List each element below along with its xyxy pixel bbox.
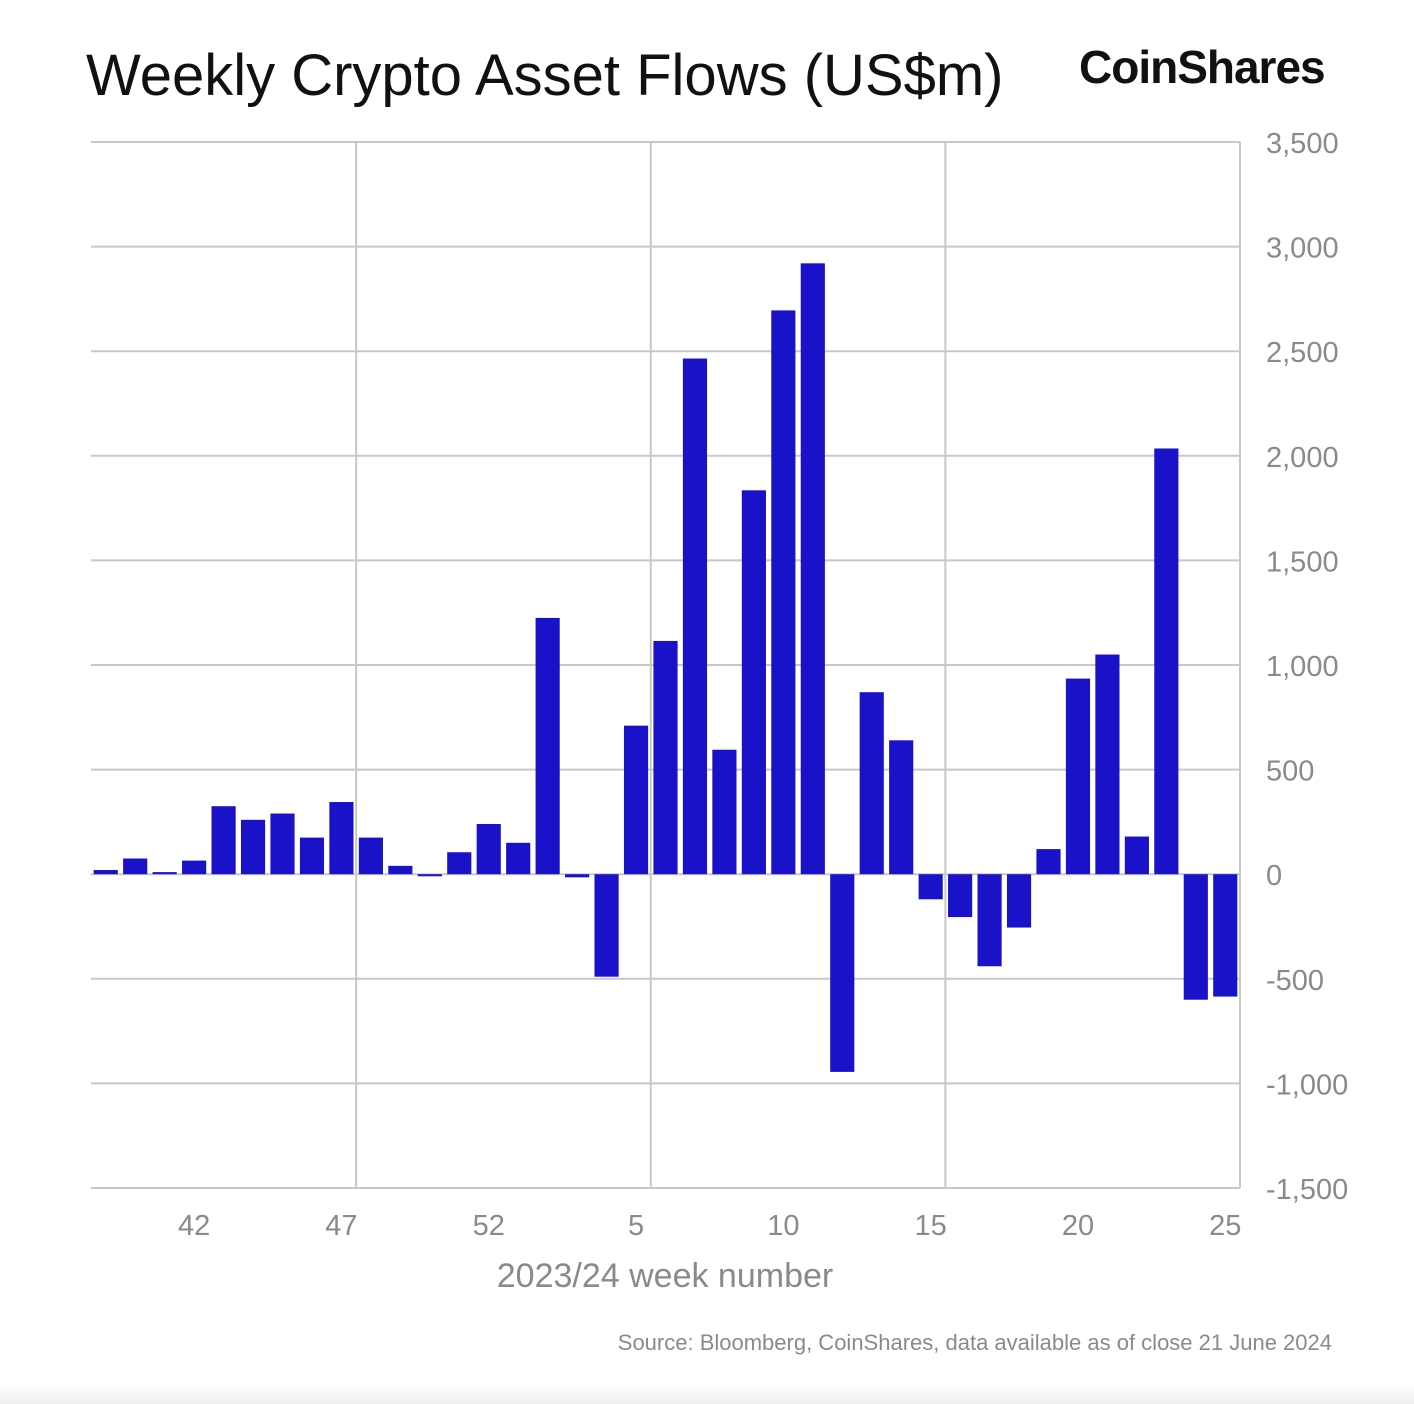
bar-week-21 — [1095, 654, 1120, 875]
x-tick-label: 25 — [1209, 1210, 1241, 1242]
bar-week-14 — [889, 740, 914, 875]
chart-title: Weekly Crypto Asset Flows (US$m) — [86, 43, 1004, 108]
bar-week-3 — [565, 874, 590, 878]
y-tick-label: 1,500 — [1266, 546, 1339, 578]
bar-week-25 — [1213, 874, 1238, 997]
y-tick-label: 2,000 — [1266, 442, 1339, 474]
bar-week-10 — [771, 310, 796, 875]
y-tick-label: -1,500 — [1266, 1174, 1348, 1206]
bar-week-4 — [594, 874, 619, 977]
x-tick-label: 15 — [915, 1210, 947, 1242]
bar-week-7 — [682, 358, 708, 875]
bar-week-39 — [93, 870, 118, 875]
bar-week-22 — [1124, 836, 1149, 875]
bar-week-2 — [535, 617, 560, 875]
x-tick-label: 52 — [473, 1210, 505, 1242]
tick-labels: 3,500 3,000 2,500 2,000 1,500 1,000 500 0 -500 -1… — [178, 128, 1348, 1242]
bar-week-45 — [270, 813, 295, 875]
coinshares-logo: CoinShares — [1079, 41, 1326, 93]
bar-week-13 — [859, 692, 884, 875]
bar-week-16 — [948, 874, 973, 918]
y-tick-label: -1,000 — [1266, 1069, 1348, 1101]
bar-week-8 — [712, 749, 737, 875]
x-tick-label: 10 — [767, 1210, 799, 1242]
x-axis-label: 2023/24 week number — [497, 1257, 833, 1295]
x-tick-label: 42 — [178, 1210, 210, 1242]
y-tick-label: 3,000 — [1266, 233, 1339, 265]
bars — [93, 263, 1238, 1072]
bar-week-12 — [830, 874, 855, 1072]
bar-chart: 3,500 3,000 2,500 2,000 1,500 1,000 500 0 -500 -1… — [91, 128, 1348, 1295]
bar-week-9 — [741, 490, 766, 875]
y-tick-label: 0 — [1266, 860, 1282, 892]
bar-week-18 — [1006, 874, 1032, 928]
y-tick-label: 500 — [1266, 756, 1314, 788]
bar-week-24 — [1183, 874, 1208, 1000]
bar-week-47 — [329, 802, 354, 875]
bar-week-49 — [388, 865, 413, 875]
bar-week-23 — [1154, 448, 1179, 875]
bar-week-17 — [977, 874, 1002, 967]
y-tick-label: 2,500 — [1266, 337, 1339, 369]
bar-week-20 — [1065, 678, 1091, 875]
x-tick-label: 47 — [325, 1210, 357, 1242]
bar-week-19 — [1036, 849, 1061, 875]
y-tick-label: -500 — [1266, 965, 1324, 997]
bar-week-44 — [240, 819, 266, 875]
y-tick-label: 1,000 — [1266, 651, 1339, 683]
bar-week-42 — [182, 860, 207, 875]
x-tick-label: 5 — [628, 1210, 644, 1242]
bar-week-15 — [918, 874, 943, 900]
bar-week-51 — [447, 852, 472, 875]
x-tick-label: 20 — [1062, 1210, 1094, 1242]
bar-week-46 — [299, 837, 325, 875]
bar-week-50 — [417, 874, 442, 877]
bar-week-52 — [476, 823, 501, 875]
bar-week-11 — [800, 263, 825, 875]
bar-week-1 — [506, 842, 531, 875]
bar-week-5 — [623, 725, 649, 875]
bar-week-41 — [152, 872, 177, 875]
bar-week-43 — [211, 806, 236, 875]
bar-week-48 — [358, 837, 383, 875]
bar-week-40 — [123, 858, 148, 875]
bar-week-6 — [653, 640, 678, 875]
bottom-fade — [0, 1384, 1414, 1404]
source-note: Source: Bloomberg, CoinShares, data avai… — [617, 1330, 1332, 1355]
y-tick-label: 3,500 — [1266, 128, 1339, 160]
